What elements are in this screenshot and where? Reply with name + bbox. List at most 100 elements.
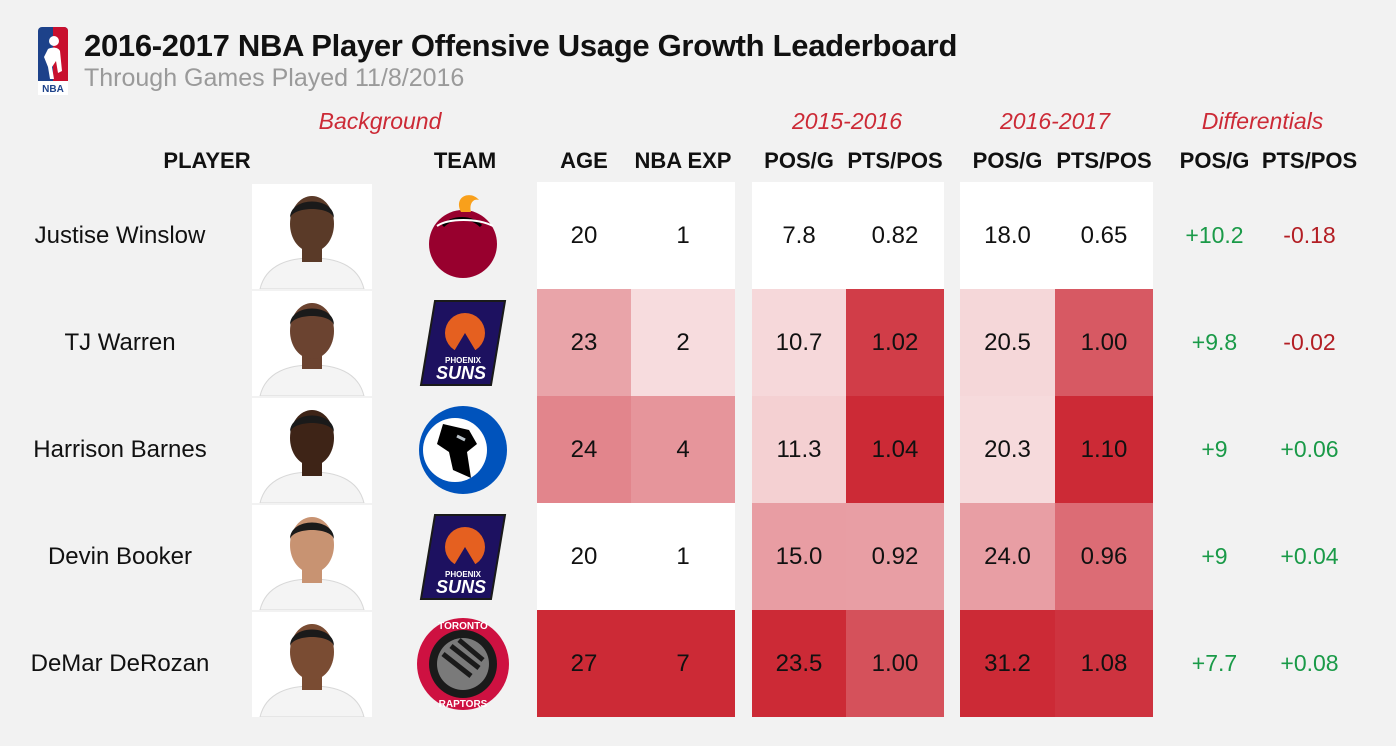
cell-value: 20.5	[984, 328, 1031, 356]
heat-cell-pos-g-1516: 7.8	[752, 182, 846, 289]
differential-diff-pts-pos: -0.02	[1283, 329, 1336, 355]
svg-text:SUNS: SUNS	[436, 577, 486, 597]
col-header-exp: NBA EXP	[634, 148, 732, 173]
player-name: Devin Booker	[47, 543, 193, 570]
cell-value: 7	[676, 649, 690, 677]
nba-logo: NBA	[38, 27, 68, 95]
heat-cell-exp: 2	[631, 289, 735, 396]
player-photo	[252, 184, 372, 289]
col-header-diff-pts-pos: PTS/POS	[1261, 148, 1358, 173]
heat-cell-pos-g-1617: 31.2	[960, 610, 1055, 717]
heat-cell-pos-g-1516: 15.0	[752, 503, 846, 610]
svg-text:PHOENIX: PHOENIX	[445, 356, 482, 365]
cell-value: 23	[570, 328, 598, 356]
team-logo: PHOENIX SUNS	[413, 293, 513, 393]
cell-value: 1	[676, 221, 690, 249]
cell-value: 20.3	[984, 435, 1031, 463]
cell-value: 1.00	[871, 649, 919, 677]
player-photo	[252, 505, 372, 610]
cell-value: 1.04	[871, 435, 919, 463]
cell-value: 0.96	[1080, 542, 1128, 570]
col-header-team: TEAM	[433, 148, 497, 173]
cell-value: 1.00	[1080, 328, 1128, 356]
group-background: Background	[318, 108, 442, 134]
differential-diff-pts-pos: -0.18	[1283, 222, 1336, 248]
cell-value: 0.92	[871, 542, 919, 570]
heat-cell-age: 20	[537, 182, 631, 289]
cell-value: 0.82	[871, 221, 919, 249]
differential-diff-pos-g: +9.8	[1191, 329, 1238, 355]
heat-cell-exp: 1	[631, 182, 735, 289]
player-photo	[252, 612, 372, 717]
heat-cell-pts-pos-1516: 1.00	[846, 610, 944, 717]
player-photo	[252, 398, 372, 503]
differential-diff-pts-pos: +0.08	[1280, 650, 1339, 676]
heat-cell-pts-pos-1516: 0.92	[846, 503, 944, 610]
col-header-pos-g-1516: POS/G	[764, 148, 834, 173]
cell-value: 11.3	[776, 435, 822, 463]
cell-value: 18.0	[984, 221, 1031, 249]
heat-cell-age: 23	[537, 289, 631, 396]
cell-value: 10.7	[775, 328, 823, 356]
player-name: DeMar DeRozan	[30, 650, 210, 677]
heat-cell-pos-g-1617: 20.3	[960, 396, 1055, 503]
differential-diff-pos-g: +9	[1201, 543, 1228, 569]
col-header-pos-g-1617: POS/G	[972, 148, 1043, 173]
col-header-age: AGE	[560, 148, 608, 173]
player-name: TJ Warren	[64, 329, 176, 356]
heat-cell-pts-pos-1617: 1.10	[1055, 396, 1153, 503]
team-logo: TORONTO RAPTORS	[413, 614, 513, 714]
heat-cell-exp: 1	[631, 503, 735, 610]
cell-value: 23.5	[775, 649, 823, 677]
cell-value: 31.2	[984, 649, 1031, 677]
heat-cell-age: 20	[537, 503, 631, 610]
col-header-player: PLAYER	[163, 148, 251, 173]
cell-value: 0.65	[1080, 221, 1128, 249]
page-title: 2016-2017 NBA Player Offensive Usage Gro…	[84, 28, 958, 63]
svg-text:RAPTORS: RAPTORS	[439, 699, 488, 710]
player-name: Justise Winslow	[34, 222, 206, 249]
cell-value: 24	[570, 435, 598, 463]
group-2015-2016: 2015-2016	[792, 108, 902, 134]
cell-value: 15.0	[775, 542, 823, 570]
cell-value: 4	[676, 435, 690, 463]
team-logo	[413, 400, 513, 500]
cell-value: 1.02	[871, 328, 919, 356]
cell-value: 20	[570, 221, 598, 249]
col-header-pts-pos-1516: PTS/POS	[847, 148, 943, 173]
cell-value: 7.8	[782, 221, 816, 249]
heat-cell-exp: 7	[631, 610, 735, 717]
differential-diff-pos-g: +7.7	[1191, 650, 1238, 676]
heat-cell-pts-pos-1617: 1.00	[1055, 289, 1153, 396]
differential-diff-pos-g: +10.2	[1185, 222, 1244, 248]
svg-text:NBA: NBA	[42, 84, 64, 95]
col-header-pts-pos-1617: PTS/POS	[1056, 148, 1152, 173]
svg-text:PHOENIX: PHOENIX	[445, 570, 482, 579]
team-logo: PHOENIX SUNS	[413, 507, 513, 607]
heat-cell-pos-g-1516: 11.3	[752, 396, 846, 503]
differential-diff-pts-pos: +0.04	[1280, 543, 1339, 569]
player-photo	[252, 291, 372, 396]
cell-value: 1	[676, 542, 690, 570]
cell-value: 27	[570, 649, 598, 677]
differential-diff-pts-pos: +0.06	[1280, 436, 1339, 462]
heat-cell-pts-pos-1617: 0.96	[1055, 503, 1153, 610]
group-differentials: Differentials	[1201, 108, 1324, 134]
svg-text:TORONTO: TORONTO	[438, 621, 488, 632]
heat-cell-pts-pos-1617: 0.65	[1055, 182, 1153, 289]
team-logo	[413, 186, 513, 286]
cell-value: 1.10	[1080, 435, 1128, 463]
heat-cell-pts-pos-1617: 1.08	[1055, 610, 1153, 717]
heat-cell-age: 24	[537, 396, 631, 503]
cell-value: 2	[676, 328, 690, 356]
heat-cell-pos-g-1617: 24.0	[960, 503, 1055, 610]
group-2016-2017: 2016-2017	[1000, 108, 1110, 134]
heat-cell-exp: 4	[631, 396, 735, 503]
cell-value: 24.0	[984, 542, 1031, 570]
heat-cell-pts-pos-1516: 0.82	[846, 182, 944, 289]
differential-diff-pos-g: +9	[1201, 436, 1228, 462]
player-name: Harrison Barnes	[33, 436, 207, 463]
heat-cell-pos-g-1516: 23.5	[752, 610, 846, 717]
heat-cell-pos-g-1617: 20.5	[960, 289, 1055, 396]
col-header-diff-pos-g: POS/G	[1179, 148, 1250, 173]
